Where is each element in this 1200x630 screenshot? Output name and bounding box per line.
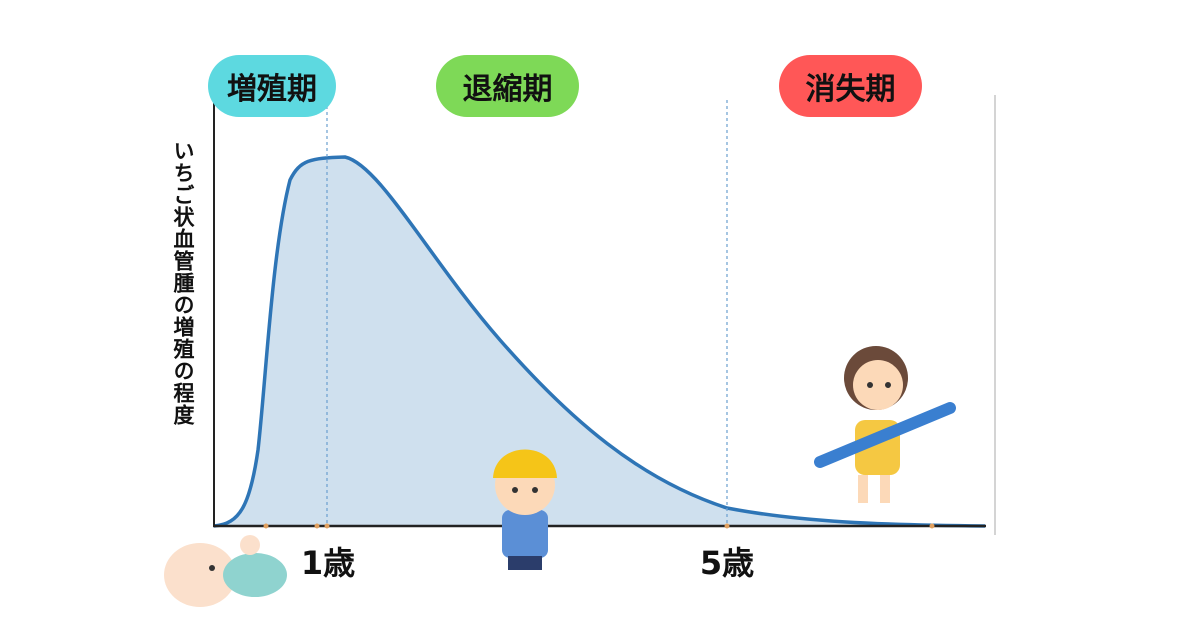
phase-label: 退縮期 xyxy=(436,55,579,117)
growth-area xyxy=(214,157,985,526)
y-axis-label: いちご状血管腫の増殖の程度 xyxy=(171,140,195,426)
girl-illustration xyxy=(814,346,956,503)
phase-label: 消失期 xyxy=(779,55,922,117)
x-label: 1歳 xyxy=(300,544,356,582)
boy-illustration xyxy=(493,449,557,570)
axis-dots xyxy=(263,523,935,529)
phase-label: 増殖期 xyxy=(208,55,336,117)
baby-illustration xyxy=(164,535,287,607)
x-label: 5歳 xyxy=(699,544,755,582)
growth-curve xyxy=(213,155,986,528)
